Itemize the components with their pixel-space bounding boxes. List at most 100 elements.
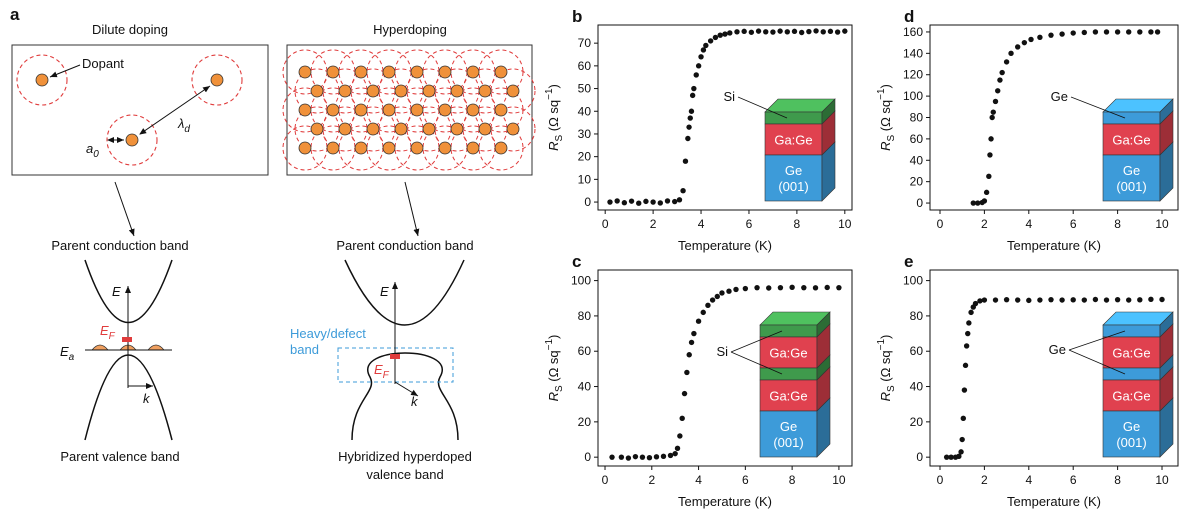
y-axis-label: RS (Ω sq−1) — [876, 84, 897, 151]
dopant — [410, 65, 424, 79]
data-point — [741, 28, 747, 35]
dopant — [450, 84, 464, 98]
y-tick-label: 0 — [916, 450, 923, 464]
data-point — [1126, 297, 1132, 303]
label: E — [60, 344, 69, 359]
y-axis-label: S — [554, 385, 565, 392]
dopant — [354, 65, 368, 79]
data-point — [962, 362, 969, 369]
x-tick-label: 4 — [695, 473, 702, 487]
label: E — [374, 362, 383, 377]
x-tick-label: 6 — [1070, 217, 1077, 231]
data-point — [680, 188, 686, 194]
dopant — [382, 141, 396, 155]
data-point — [992, 297, 999, 303]
dopant — [410, 141, 424, 155]
x-axis-label: Temperature (K) — [678, 238, 772, 253]
y-tick-label: 0 — [916, 196, 923, 210]
data-point — [986, 173, 992, 180]
data-point — [726, 288, 732, 294]
x-axis-label: Temperature (K) — [1007, 238, 1101, 253]
data-point — [707, 38, 714, 44]
label: Parent valence band — [60, 449, 179, 464]
data-point — [700, 47, 707, 53]
callout: Si — [716, 344, 728, 359]
x-tick-label: 0 — [602, 217, 609, 231]
label: Parent conduction band — [336, 238, 473, 253]
data-point — [636, 200, 642, 206]
data-point — [748, 29, 755, 35]
y-tick-label: 140 — [903, 46, 923, 60]
data-point — [989, 114, 995, 121]
dopant — [310, 84, 324, 98]
layer-label: Ga:Ge — [774, 133, 812, 148]
x-tick-label: 2 — [650, 217, 657, 231]
layer-label: Ge — [785, 163, 802, 178]
layer — [1102, 154, 1161, 202]
x-tick-label: 8 — [1114, 473, 1121, 487]
data-point — [834, 29, 841, 35]
plot-frame — [597, 269, 853, 467]
label: Hybridized hyperdoped — [338, 449, 472, 464]
callout-line — [730, 351, 783, 375]
y-axis-label: ) — [546, 335, 561, 339]
y-axis-label: R — [878, 142, 893, 151]
panel-a: a Dilute doping Hyperdoping Dopant a0 λd… — [10, 5, 536, 482]
layer-label: Ge — [1123, 163, 1140, 178]
y-tick-label: 60 — [578, 344, 592, 358]
x-axis-label: Temperature (K) — [1007, 494, 1101, 509]
y-axis-label: −1 — [544, 88, 555, 100]
layer-side — [821, 141, 836, 202]
data-point — [664, 198, 671, 204]
layer — [1102, 410, 1161, 458]
label: valence band — [366, 467, 443, 482]
y-axis-label: RS (Ω sq−1) — [544, 84, 565, 151]
dopant — [298, 65, 312, 79]
data-point — [824, 284, 830, 291]
data-point — [657, 200, 664, 206]
y-tick-label: 20 — [910, 175, 924, 189]
data-point — [733, 286, 739, 293]
panel-label: b — [572, 7, 582, 26]
y-axis-label: S — [554, 135, 565, 142]
data-point — [755, 28, 762, 34]
layer — [759, 379, 818, 412]
data-point — [686, 352, 692, 358]
y-tick-label: 0 — [584, 195, 591, 209]
data-point — [791, 28, 798, 35]
dopant — [366, 122, 380, 136]
dopant — [326, 103, 340, 117]
data-point — [700, 309, 706, 316]
label: λd — [177, 116, 190, 135]
data-point — [997, 77, 1003, 83]
layer — [1102, 111, 1161, 125]
dopant — [298, 103, 312, 117]
data-point — [689, 92, 696, 99]
data-point — [1148, 296, 1154, 303]
dopant-radius — [478, 125, 524, 171]
dopant — [382, 103, 396, 117]
y-axis-label: R — [878, 392, 893, 401]
layer-label: (001) — [773, 435, 803, 450]
x-tick-label: 4 — [1025, 473, 1032, 487]
data-point — [1003, 59, 1010, 65]
layer-side — [816, 397, 831, 458]
data-point — [995, 88, 1001, 94]
dopant — [466, 103, 480, 117]
dopant — [466, 141, 480, 155]
dopant — [338, 84, 352, 98]
dopant — [310, 122, 324, 136]
data-point — [943, 454, 950, 460]
layer-label: (001) — [1116, 179, 1146, 194]
data-point — [970, 200, 976, 206]
dopant — [354, 103, 368, 117]
x-tick-label: 2 — [981, 217, 988, 231]
dopant — [338, 122, 352, 136]
data-point — [1092, 29, 1099, 35]
layer-label: Ge — [780, 419, 797, 434]
data-point — [667, 452, 674, 459]
data-point — [1092, 296, 1099, 303]
data-point — [959, 436, 965, 443]
y-tick-label: 20 — [578, 415, 592, 429]
data-point — [653, 454, 660, 460]
